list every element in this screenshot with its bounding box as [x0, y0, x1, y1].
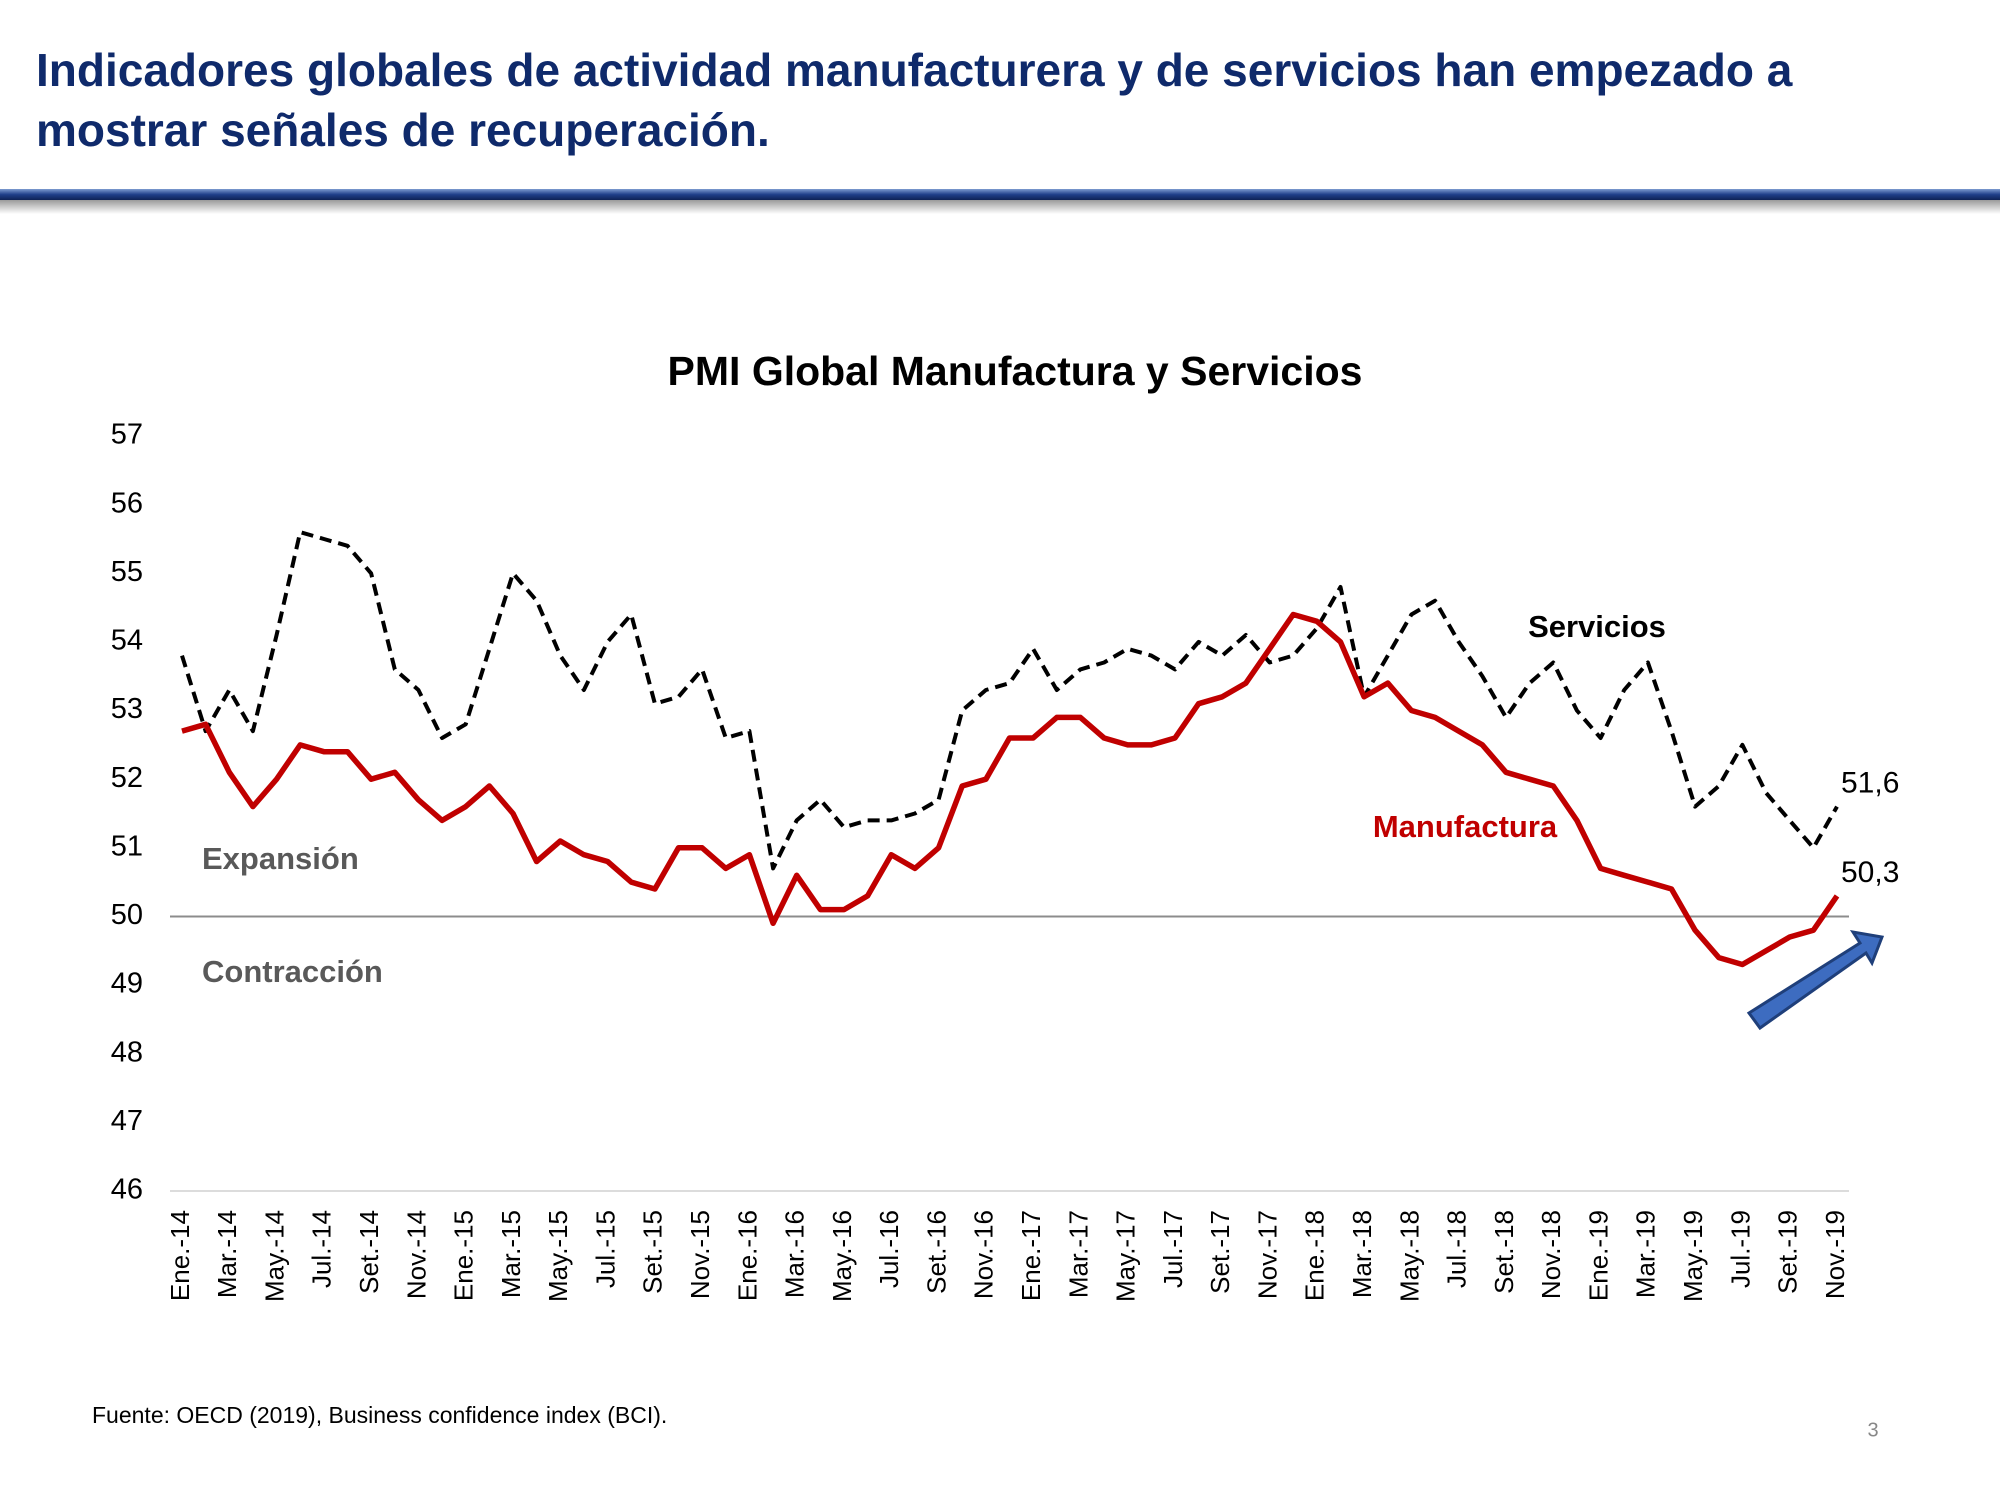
- series-line: [180, 530, 1839, 871]
- x-tick-label: Set.-16: [921, 1210, 951, 1294]
- x-tick-label: Nov.-17: [1252, 1210, 1282, 1299]
- x-tick-label: May.-17: [1111, 1210, 1141, 1302]
- trend-arrow: [1746, 929, 1885, 1031]
- x-tick-label: Mar.-15: [496, 1210, 526, 1298]
- x-tick-label: Ene.-19: [1583, 1210, 1613, 1301]
- x-tick-label: Ene.-15: [449, 1210, 479, 1301]
- series-label: Manufactura: [1373, 809, 1558, 844]
- x-tick-label: Set.-15: [638, 1210, 668, 1294]
- x-tick-label: Jul.-18: [1442, 1210, 1472, 1288]
- x-tick-label: Mar.-17: [1063, 1210, 1093, 1298]
- x-tick-label: Nov.-15: [685, 1210, 715, 1299]
- data-label: 50,3: [1841, 856, 1899, 889]
- x-tick-label: Mar.-18: [1347, 1210, 1377, 1298]
- x-tick-label: Ene.-17: [1016, 1210, 1046, 1301]
- y-tick-label: 50: [111, 899, 143, 931]
- series-label: Servicios: [1528, 609, 1666, 644]
- x-tick-label: Ene.-14: [165, 1210, 195, 1301]
- zone-label: Contracción: [202, 954, 383, 989]
- data-label: 51,6: [1841, 767, 1899, 800]
- x-tick-label: May.-18: [1394, 1210, 1424, 1302]
- y-tick-label: 49: [111, 968, 143, 1000]
- y-tick-label: 57: [111, 419, 143, 451]
- x-tick-label: Nov.-16: [969, 1210, 999, 1299]
- x-tick-label: Mar.-19: [1631, 1210, 1661, 1298]
- y-tick-label: 56: [111, 487, 143, 519]
- x-tick-label: Jul.-19: [1725, 1210, 1755, 1288]
- slide-title: Indicadores globales de actividad manufa…: [36, 44, 1793, 96]
- source-note: Fuente: OECD (2019), Business confidence…: [92, 1402, 667, 1428]
- zone-label: Expansión: [202, 841, 359, 876]
- x-tick-label: May.-19: [1678, 1210, 1708, 1302]
- x-tick-label: Ene.-16: [732, 1210, 762, 1301]
- x-tick-label: Set.-19: [1773, 1210, 1803, 1294]
- x-tick-label: Nov.-19: [1820, 1210, 1850, 1299]
- x-tick-label: Jul.-16: [874, 1210, 904, 1288]
- x-tick-label: Jul.-14: [307, 1210, 337, 1288]
- y-tick-label: 48: [111, 1036, 143, 1068]
- x-tick-label: Nov.-18: [1536, 1210, 1566, 1299]
- x-tick-label: Mar.-14: [212, 1210, 242, 1298]
- x-tick-label: May.-16: [827, 1210, 857, 1302]
- y-tick-label: 46: [111, 1174, 143, 1206]
- y-tick-label: 52: [111, 762, 143, 794]
- title-rule-shadow: [0, 200, 2000, 214]
- x-tick-label: Nov.-14: [401, 1210, 431, 1299]
- title-rule: [0, 189, 2000, 200]
- x-tick-label: Mar.-16: [780, 1210, 810, 1298]
- chart-title: PMI Global Manufactura y Servicios: [668, 348, 1363, 394]
- slide-title: mostrar señales de recuperación.: [36, 104, 770, 156]
- x-tick-label: Ene.-18: [1300, 1210, 1330, 1301]
- x-tick-label: May.-14: [259, 1210, 289, 1302]
- page-number: 3: [1867, 1419, 1878, 1441]
- y-tick-label: 47: [111, 1105, 143, 1137]
- x-tick-label: May.-15: [543, 1210, 573, 1302]
- y-tick-label: 54: [111, 625, 143, 657]
- x-tick-label: Set.-17: [1205, 1210, 1235, 1294]
- y-tick-label: 53: [111, 693, 143, 725]
- series-line: [181, 611, 1840, 968]
- x-tick-label: Jul.-17: [1158, 1210, 1188, 1288]
- y-tick-label: 55: [111, 556, 143, 588]
- x-tick-label: Set.-14: [354, 1210, 384, 1294]
- x-tick-label: Jul.-15: [590, 1210, 620, 1288]
- y-tick-label: 51: [111, 830, 143, 862]
- x-tick-label: Set.-18: [1489, 1210, 1519, 1294]
